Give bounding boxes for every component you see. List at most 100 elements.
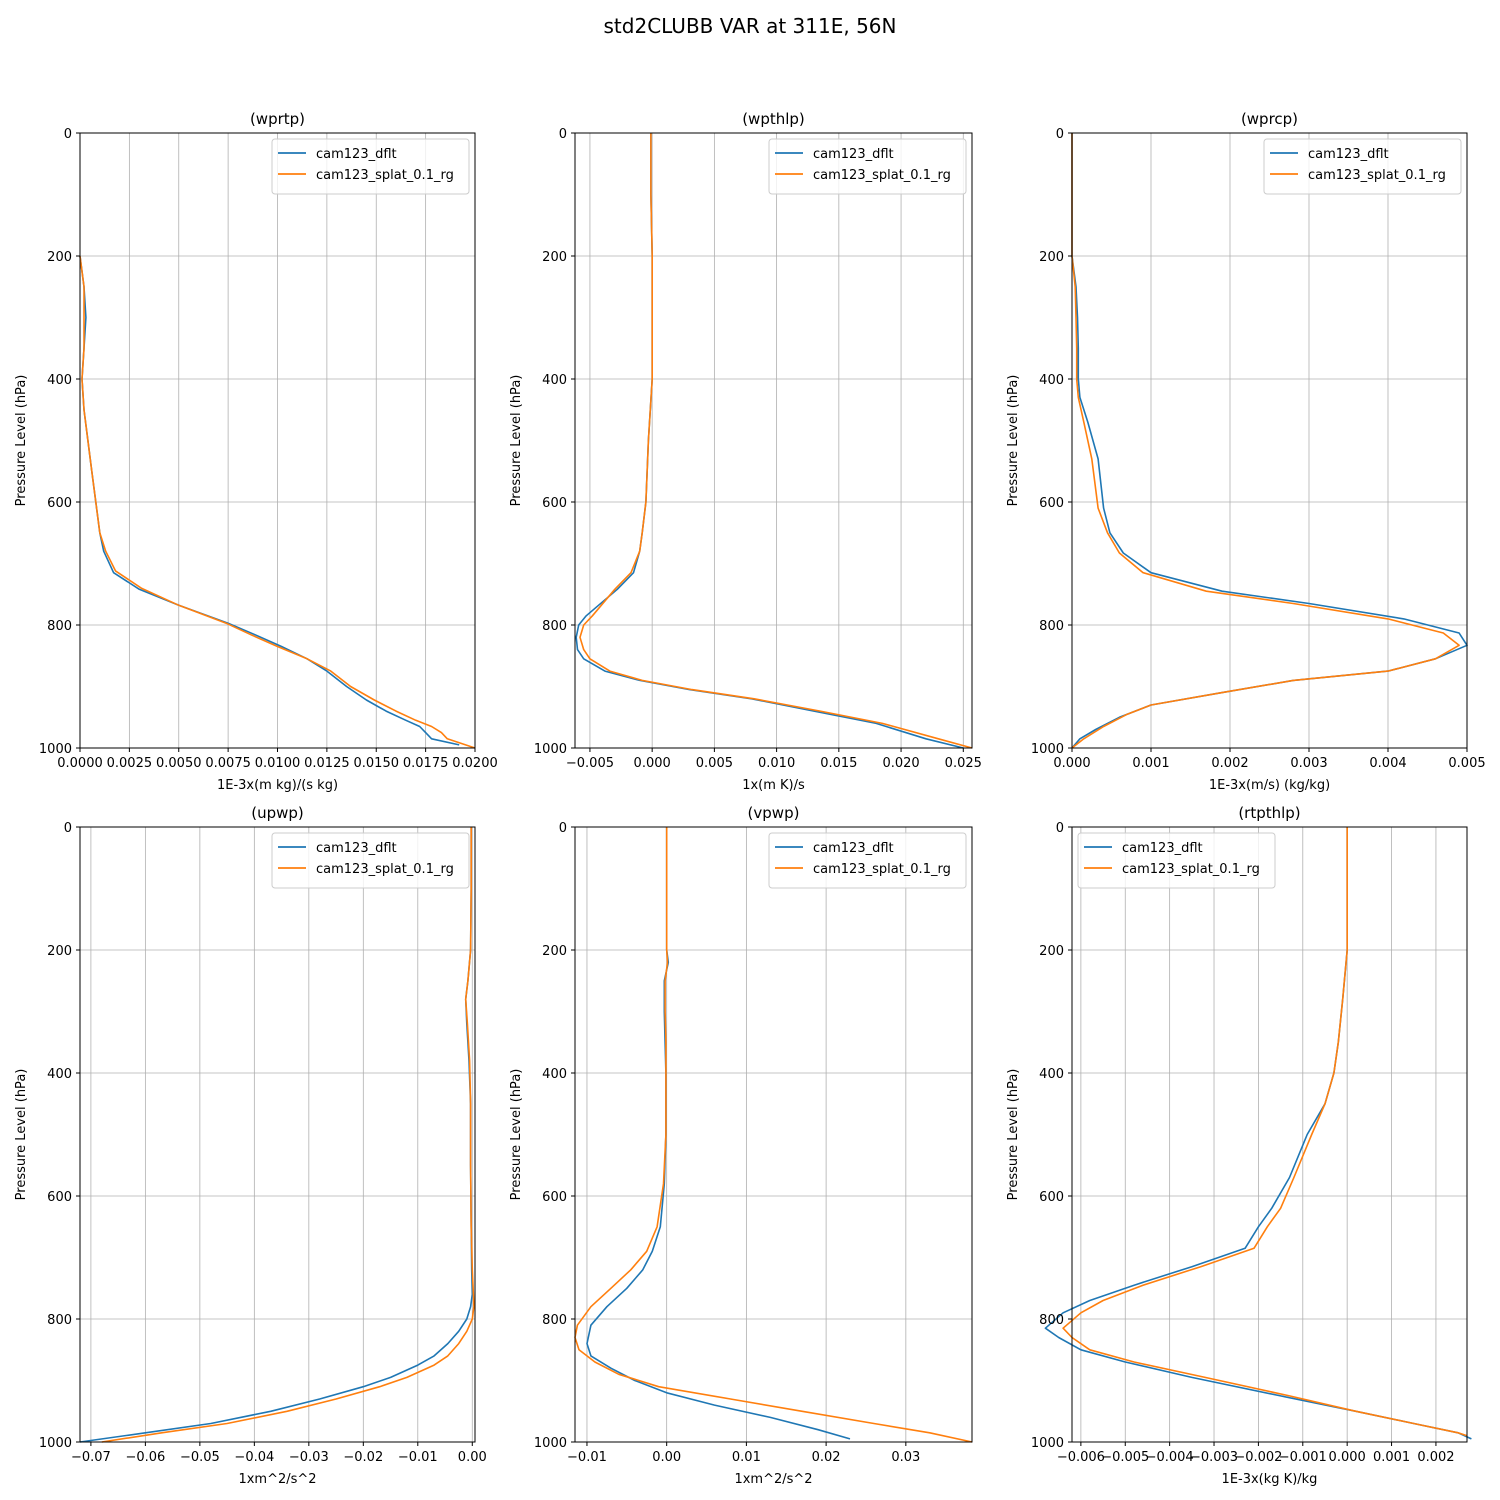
legend-label: cam123_dflt [1122,841,1203,856]
y-tick-label: 400 [47,373,72,388]
subplot-wprcp: 0.000 0.001 0.002 0.003 0.004 0.005 0 200 400 600… [1006,110,1486,793]
x-tick-label: −0.05 [180,1450,220,1465]
legend-label: cam123_dflt [813,841,894,856]
x-tick-label: 0.002 [1417,1450,1454,1465]
y-tick-label: 600 [47,1190,72,1205]
x-tick-label: 0.010 [758,756,795,771]
y-tick-label: 200 [1039,250,1064,265]
x-tick-label: 0.001 [1373,1450,1410,1465]
legend: cam123_dflt cam123_splat_0.1_rg [271,832,470,889]
legend-label: cam123_splat_0.1_rg [1122,862,1260,877]
y-tick-label: 200 [542,944,567,959]
x-tick-label: 0.004 [1369,756,1406,771]
x-tick-label: 0.0175 [403,756,449,771]
y-tick-label: 1000 [1031,1436,1064,1451]
legend-label: cam123_dflt [1308,147,1389,162]
plot-frame [1071,826,1468,1443]
x-tick-label: 0.0150 [354,756,400,771]
x-tick-label: −0.06 [125,1450,165,1465]
subplot-vpwp: −0.01 0.00 0.01 0.02 0.03 0 200 400 600 800 1000 (v… [509,804,973,1487]
x-tick-label: 0.020 [882,756,919,771]
x-tick-label: 0.002 [1211,756,1248,771]
legend-label: cam123_dflt [316,841,397,856]
y-tick-label: 200 [47,250,72,265]
legend-label: cam123_splat_0.1_rg [316,862,454,877]
x-tick-label: 0.005 [696,756,733,771]
x-tick-label: 0.003 [1290,756,1327,771]
y-axis-label: Pressure Level (hPa) [14,1069,29,1201]
y-tick-label: 800 [542,1313,567,1328]
legend-box [271,832,470,889]
legend-label: cam123_splat_0.1_rg [813,862,951,877]
y-tick-label: 400 [47,1067,72,1082]
series-line-cam123_dflt [586,827,851,1440]
y-tick-label: 0 [64,127,72,142]
legend: cam123_dflt cam123_splat_0.1_rg [271,138,470,195]
y-tick-label: 600 [1039,1190,1064,1205]
x-tick-label: 0.0025 [107,756,153,771]
series-line-cam123_splat_0.1_rg [101,827,475,1443]
y-tick-label: 1000 [534,742,567,757]
y-tick-label: 600 [542,1190,567,1205]
y-tick-label: 400 [1039,373,1064,388]
subplot-wprtp: 0.0000 0.0025 0.0050 0.0075 0.0100 0.0125 0.01… [14,110,498,793]
legend-label: cam123_splat_0.1_rg [813,168,951,183]
subplot-title: (rtpthlp) [1238,804,1300,822]
plot-frame [574,826,973,1443]
y-tick-label: 400 [542,373,567,388]
series-line-cam123_dflt [79,827,474,1443]
y-tick-label: 600 [1039,496,1064,511]
series-line-cam123_splat_0.1_rg [579,133,973,749]
subplot-wpthlp: −0.005 0.000 0.005 0.010 0.015 0.020 0.025 0 200… [509,110,982,793]
plot-frame [574,132,973,749]
x-tick-label: 0.000 [1053,756,1090,771]
x-tick-label: 0.0125 [304,756,350,771]
x-tick-label: 0.0200 [452,756,498,771]
y-tick-label: 0 [1056,127,1064,142]
subplot-title: (wprtp) [250,110,305,128]
legend-label: cam123_dflt [316,147,397,162]
series-line-cam123_splat_0.1_rg [574,827,973,1443]
legend-label: cam123_splat_0.1_rg [316,168,454,183]
series-line-cam123_dflt [575,133,964,749]
x-tick-label: −0.07 [71,1450,111,1465]
x-axis-label: 1xm^2/s^2 [238,1472,316,1487]
x-tick-label: 0.001 [1132,756,1169,771]
x-tick-label: 0.0075 [205,756,251,771]
y-tick-label: 200 [1039,944,1064,959]
y-tick-label: 1000 [534,1436,567,1451]
y-tick-label: 0 [64,821,72,836]
x-tick-label: 0.000 [1329,1450,1366,1465]
x-tick-label: −0.01 [567,1450,607,1465]
y-tick-label: 800 [1039,619,1064,634]
y-tick-label: 200 [542,250,567,265]
x-tick-label: −0.04 [234,1450,274,1465]
x-axis-label: 1xm^2/s^2 [734,1472,812,1487]
legend: cam123_dflt cam123_splat_0.1_rg [768,832,967,889]
x-tick-label: 0.025 [945,756,982,771]
y-axis-label: Pressure Level (hPa) [14,375,29,507]
x-tick-label: −0.001 [1279,1450,1327,1465]
y-tick-label: 800 [542,619,567,634]
series-line-cam123_dflt [1071,133,1468,749]
y-tick-label: 600 [542,496,567,511]
x-axis-label: 1E-3x(m/s) (kg/kg) [1209,778,1330,793]
y-axis-label: Pressure Level (hPa) [1006,375,1021,507]
x-tick-label: 0.03 [891,1450,920,1465]
series-line-cam123_dflt [79,255,460,746]
x-tick-label: 0.0050 [156,756,202,771]
x-tick-label: −0.005 [1101,1450,1149,1465]
legend-label: cam123_splat_0.1_rg [1308,168,1446,183]
subplot-upwp: −0.07 −0.06 −0.05 −0.04 −0.03 −0.02 −0.01 0.00 0… [14,804,487,1487]
x-tick-label: −0.01 [398,1450,438,1465]
y-tick-label: 0 [1056,821,1064,836]
y-axis-label: Pressure Level (hPa) [509,1069,524,1201]
y-tick-label: 400 [542,1067,567,1082]
subplot-rtpthlp: −0.006−0.005−0.004−0.003−0.002−0.001 0.00… [1006,804,1472,1487]
x-axis-label: 1E-3x(kg K)/kg [1222,1472,1318,1487]
subplot-title: (upwp) [251,804,304,822]
legend: cam123_dflt cam123_splat_0.1_rg [1077,832,1276,889]
x-tick-label: −0.005 [566,756,614,771]
series-line-cam123_splat_0.1_rg [1062,827,1468,1437]
